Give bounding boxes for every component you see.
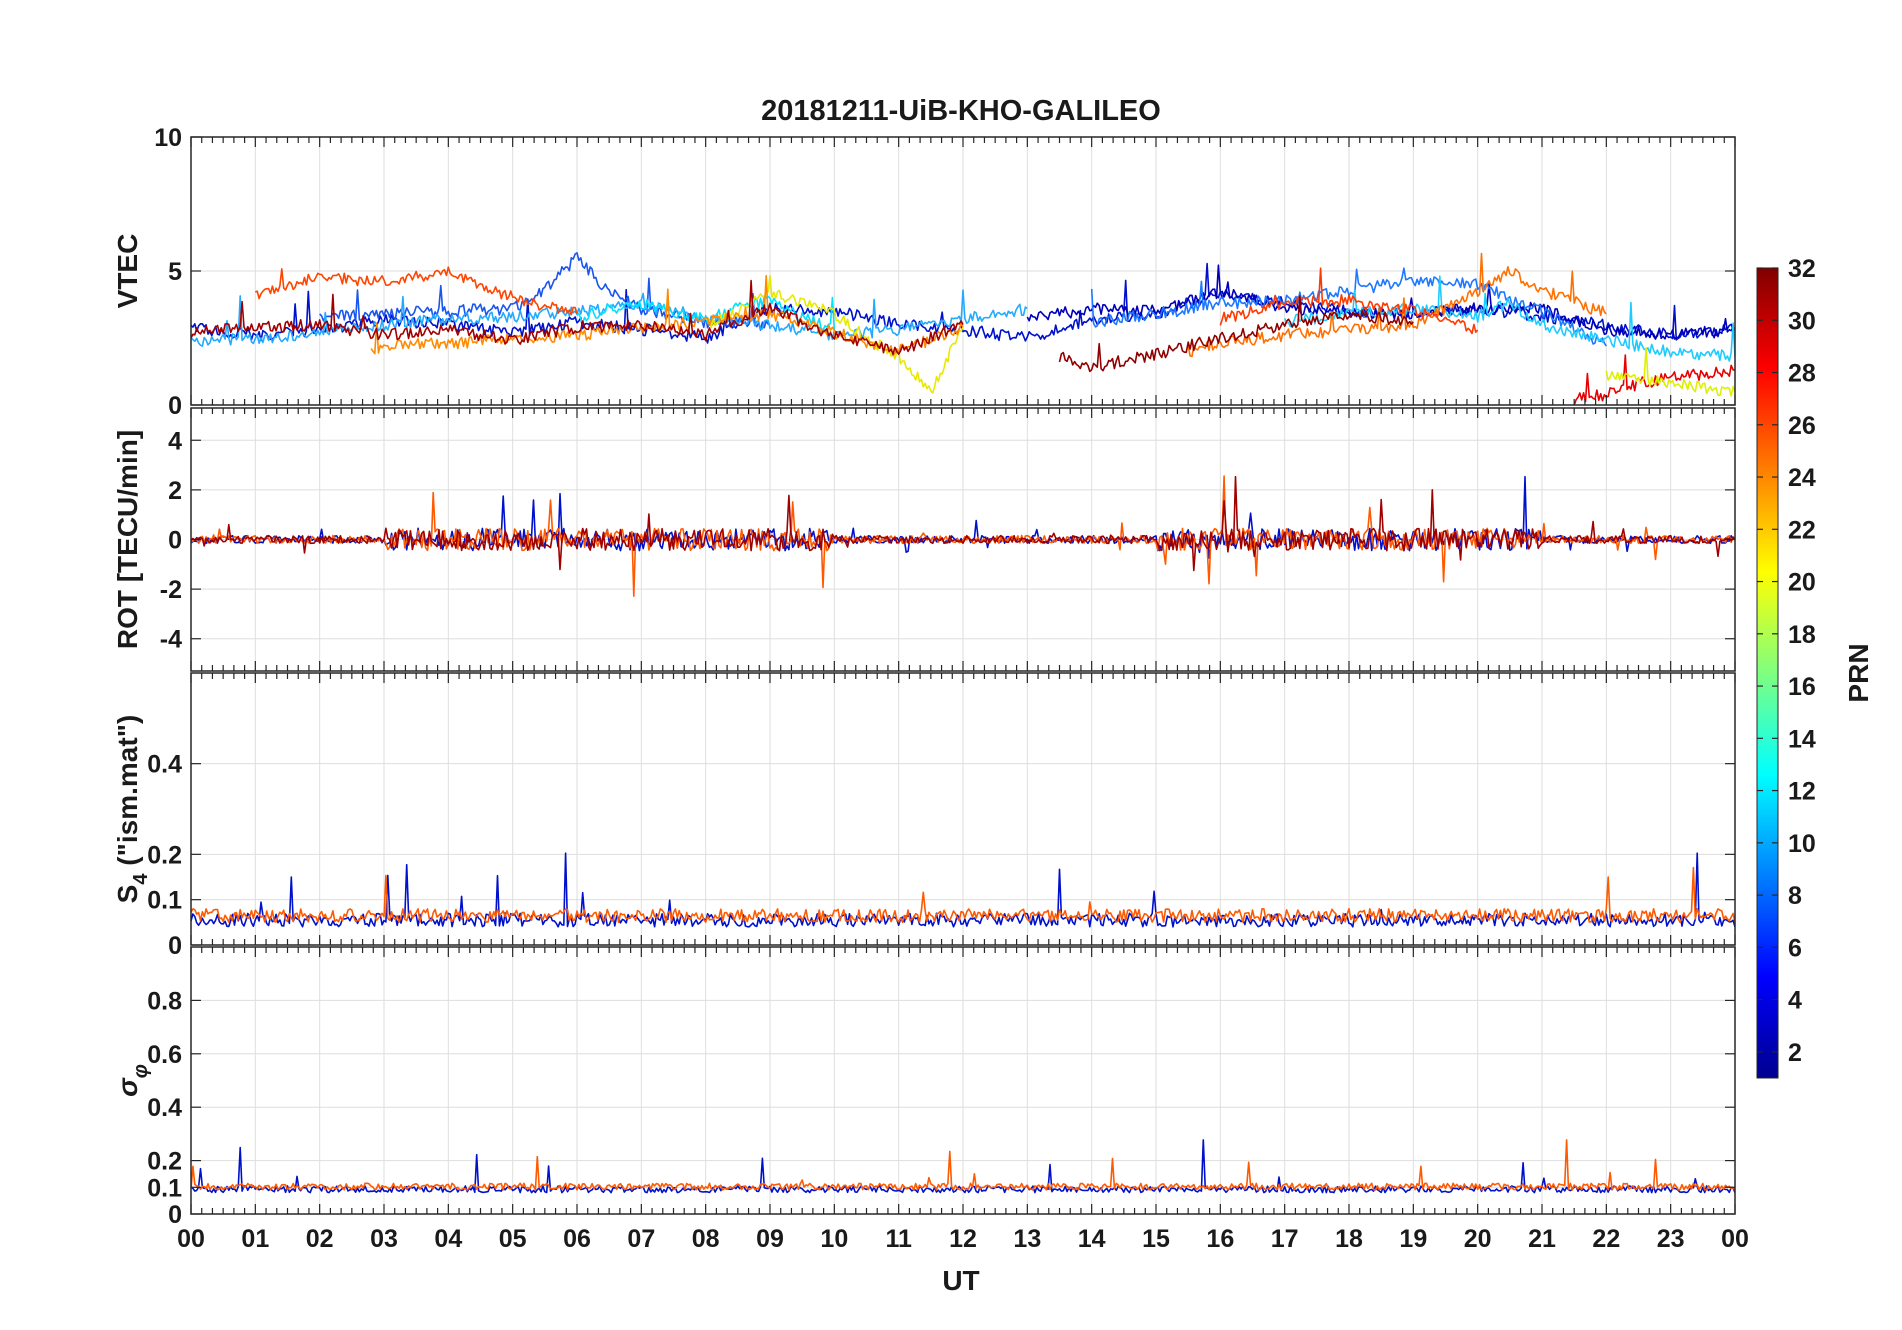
series-line-prn-25 bbox=[191, 1139, 1735, 1191]
y-tick-label: -2 bbox=[160, 576, 182, 604]
y-tick-label: 0 bbox=[168, 392, 182, 420]
x-tick-label: 10 bbox=[820, 1225, 848, 1253]
y-tick-label: 5 bbox=[168, 258, 182, 286]
x-tick-label: 07 bbox=[627, 1225, 655, 1253]
y-tick-label: 0 bbox=[168, 1201, 182, 1229]
series-line-prn-30 bbox=[191, 279, 964, 356]
y-axis-title-main: S bbox=[112, 885, 143, 904]
y-axis-title: VTEC bbox=[112, 234, 143, 309]
colorbar-tick-label: 2 bbox=[1788, 1039, 1802, 1067]
colorbar-tick-label: 28 bbox=[1788, 360, 1816, 388]
colorbar-tick-label: 4 bbox=[1788, 987, 1802, 1015]
y-axis-title-subscript: 4 bbox=[130, 873, 152, 885]
y-axis-title-subscript: φ bbox=[130, 1064, 152, 1078]
panel-VTEC: 0 5 10 VTEC bbox=[112, 124, 1736, 420]
colorbar-tick-label: 16 bbox=[1788, 673, 1816, 701]
x-tick-label: 11 bbox=[885, 1225, 912, 1253]
colorbar-tick-label: 24 bbox=[1788, 464, 1816, 492]
y-tick-label: -4 bbox=[160, 626, 182, 654]
colorbar-tick-label: 12 bbox=[1788, 778, 1816, 806]
x-tick-label: 15 bbox=[1142, 1225, 1170, 1253]
x-tick-label: 08 bbox=[692, 1225, 720, 1253]
y-tick-label: 0.6 bbox=[147, 1041, 182, 1069]
x-tick-label: 17 bbox=[1271, 1225, 1299, 1253]
series-line-prn-20 bbox=[705, 274, 964, 394]
x-tick-label: 00 bbox=[177, 1225, 205, 1253]
series-line-prn-26 bbox=[1219, 267, 1479, 335]
colorbar-tick-label: 10 bbox=[1788, 830, 1816, 858]
series-line-prn-28 bbox=[1573, 354, 1735, 405]
y-tick-label: 0.2 bbox=[147, 1148, 182, 1176]
y-axis-title: σφ bbox=[112, 1064, 152, 1097]
y-tick-label: 0.4 bbox=[147, 1094, 182, 1122]
series-line-prn-23 bbox=[370, 274, 964, 357]
series-line-prn-12 bbox=[1283, 275, 1735, 362]
colorbar-tick-label: 26 bbox=[1788, 412, 1816, 440]
y-tick-label: 4 bbox=[168, 427, 182, 455]
colorbar-tick-label: 32 bbox=[1788, 255, 1816, 283]
y-tick-label: 0.1 bbox=[147, 887, 182, 915]
x-tick-label: 12 bbox=[949, 1225, 977, 1253]
panel-ROT: -4 -2 0 2 4 ROT [TECU/min] bbox=[112, 407, 1736, 672]
y-axis-title: S4 ("ism.mat") bbox=[112, 715, 152, 904]
y-tick-label: 2 bbox=[168, 477, 182, 505]
y-axis-title: ROT [TECU/min] bbox=[112, 430, 143, 649]
x-tick-label: 00 bbox=[1721, 1225, 1749, 1253]
panel-sigma_phi: 00.10.2 0.4 0.6 0.8 σφ bbox=[112, 946, 1736, 1229]
y-tick-label: 0.4 bbox=[147, 751, 182, 779]
series-line-prn-13 bbox=[576, 295, 836, 332]
x-tick-label: 03 bbox=[370, 1225, 398, 1253]
y-axis-title-rest: ("ism.mat") bbox=[112, 715, 143, 874]
x-tick-label: 02 bbox=[306, 1225, 334, 1253]
colorbar-tick-label: 8 bbox=[1788, 882, 1802, 910]
series-group bbox=[191, 252, 1735, 405]
x-tick-label: 18 bbox=[1335, 1225, 1363, 1253]
series-group bbox=[191, 475, 1735, 597]
x-tick-labels: 00 01 02 03 04 05 06 07 08 09 10 11 12 13 14 15 16 17 18 19… bbox=[177, 1225, 1749, 1253]
series-line-prn-30 bbox=[191, 475, 1735, 572]
x-tick-label: 06 bbox=[563, 1225, 591, 1253]
series-line-prn-25 bbox=[254, 266, 578, 316]
x-tick-label: 14 bbox=[1078, 1225, 1106, 1253]
x-tick-label: 23 bbox=[1657, 1225, 1685, 1253]
y-tick-label: 10 bbox=[154, 124, 182, 152]
colorbar-tick-label: 14 bbox=[1788, 725, 1816, 753]
x-tick-label: 13 bbox=[1013, 1225, 1041, 1253]
series-line-prn-25 bbox=[191, 866, 1735, 924]
x-tick-label: 01 bbox=[241, 1225, 269, 1253]
y-tick-label: 0 bbox=[168, 932, 182, 960]
x-tick-label: 20 bbox=[1464, 1225, 1492, 1253]
y-tick-label: 0.8 bbox=[147, 987, 182, 1015]
y-tick-label: 0 bbox=[168, 527, 182, 555]
x-tick-label: 16 bbox=[1206, 1225, 1234, 1253]
series-group bbox=[191, 1139, 1735, 1194]
y-tick-label: 0.2 bbox=[147, 841, 182, 869]
series-line-prn-19 bbox=[1605, 346, 1735, 397]
x-tick-label: 04 bbox=[434, 1225, 462, 1253]
panel-S4: 00.10.20.4S4 ("ism.mat") bbox=[112, 672, 1736, 960]
x-tick-label: 21 bbox=[1528, 1225, 1556, 1253]
x-tick-label: 05 bbox=[499, 1225, 527, 1253]
y-tick-label: 0.1 bbox=[147, 1174, 182, 1202]
chart-title: 20181211-UiB-KHO-GALILEO bbox=[761, 95, 1161, 127]
colorbar-label: PRN bbox=[1843, 643, 1874, 702]
y-axis-title-main: σ bbox=[112, 1077, 143, 1097]
colorbar-tick-label: 18 bbox=[1788, 621, 1816, 649]
colorbar-gradient bbox=[1756, 267, 1779, 1079]
x-axis-title: UT bbox=[942, 1265, 979, 1296]
x-tick-label: 22 bbox=[1592, 1225, 1620, 1253]
colorbar-tick-label: 30 bbox=[1788, 307, 1816, 335]
x-tick-label: 19 bbox=[1399, 1225, 1427, 1253]
series-group bbox=[191, 852, 1735, 928]
x-tick-label: 09 bbox=[756, 1225, 784, 1253]
colorbar-tick-label: 22 bbox=[1788, 516, 1816, 544]
series-line-prn-24 bbox=[1187, 252, 1607, 358]
series-line-prn-31 bbox=[1058, 295, 1414, 373]
colorbar-tick-label: 20 bbox=[1788, 569, 1816, 597]
colorbar-tick-label: 6 bbox=[1788, 934, 1802, 962]
